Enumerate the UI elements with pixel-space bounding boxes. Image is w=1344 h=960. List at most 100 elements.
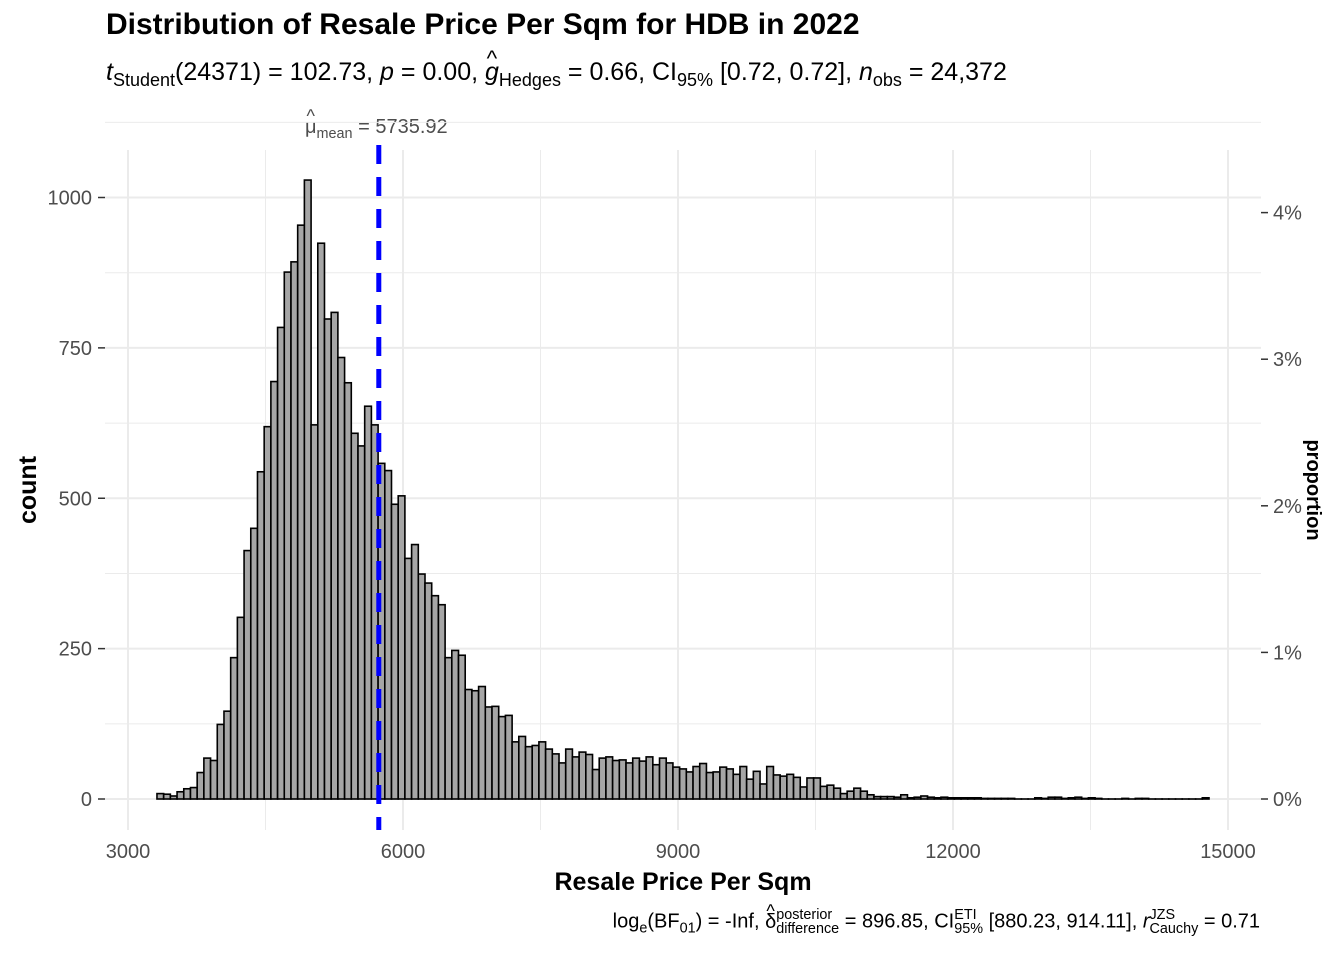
histogram-bar: [906, 796, 915, 800]
chart-subtitle: tStudent(24371) = 102.73, p = 0.00, gHed…: [106, 46, 1007, 91]
histogram-bar: [819, 785, 828, 800]
histogram-bar: [363, 405, 373, 800]
histogram-bar: [256, 470, 265, 800]
r-symbol: r: [1142, 910, 1150, 933]
histogram-bar: [732, 773, 741, 800]
histogram-bar: [591, 768, 601, 800]
log-sub: e: [639, 920, 648, 937]
histogram-bar: [337, 356, 346, 800]
histogram-bar: [397, 495, 406, 800]
g-value: = 0.66, CI: [560, 58, 677, 86]
histogram-bar: [424, 582, 433, 800]
mean-value: = 5735.92: [352, 116, 448, 138]
histogram-bar: [511, 741, 520, 800]
histogram-bar: [846, 790, 855, 800]
r-sub: Cauchy: [1149, 921, 1199, 938]
ci-value: [0.72, 0.72],: [713, 58, 859, 86]
histogram-bar: [953, 796, 962, 800]
histogram-bar: [571, 756, 580, 800]
histogram-bar: [1134, 797, 1143, 800]
bf-text: (BF: [647, 910, 680, 933]
histogram-bar: [189, 786, 198, 800]
histogram-bar: [477, 685, 487, 800]
histogram-bar: [471, 689, 480, 800]
histogram-bar: [404, 557, 413, 800]
histogram-bar: [223, 710, 232, 800]
histogram-bar: [203, 757, 212, 800]
r-value: = 0.71: [1198, 910, 1260, 933]
histogram-bar: [685, 771, 694, 800]
y-tick-label: 250: [59, 639, 92, 661]
histogram-bar: [1080, 797, 1090, 800]
histogram-bar: [544, 748, 554, 800]
histogram-bar: [578, 751, 587, 800]
histogram-bar: [564, 748, 574, 800]
histogram-bar: [658, 757, 668, 800]
histogram-bar: [719, 766, 728, 800]
histogram-bar: [156, 792, 165, 800]
histogram-bar: [987, 797, 996, 800]
histogram-bar: [169, 795, 178, 800]
x-tick-label: 12000: [925, 841, 981, 863]
histogram-bar: [437, 603, 446, 800]
log-text: log: [612, 910, 640, 933]
histogram-bar: [792, 776, 802, 800]
histogram-bar: [866, 793, 875, 800]
n-symbol: n: [858, 58, 873, 86]
histogram-bar: [383, 469, 393, 800]
histogram-bar: [799, 786, 808, 800]
histogram-bar: [243, 549, 252, 800]
y-tick-label: 500: [59, 488, 92, 510]
histogram-bar: [1087, 796, 1096, 800]
x-tick-label: 9000: [656, 841, 701, 863]
histogram-bar: [310, 424, 319, 800]
histogram-bar: [752, 770, 761, 800]
histogram-bar: [759, 783, 768, 800]
p-symbol: p: [380, 58, 394, 86]
histogram-bar: [933, 796, 942, 800]
histogram-bar: [410, 543, 420, 800]
histogram-bar: [497, 715, 507, 800]
histogram-bar: [558, 762, 567, 800]
histogram-bar: [296, 224, 306, 800]
bf-value: ) = -Inf,: [695, 910, 766, 933]
histogram-bar: [839, 792, 848, 800]
mean-label: μmean = 5735.92: [305, 106, 448, 142]
histogram-bar: [350, 432, 359, 800]
y2-tick-label: 3%: [1273, 349, 1302, 371]
histogram-bar: [812, 777, 822, 800]
histogram-bar: [491, 705, 500, 800]
histogram-bar: [316, 242, 326, 800]
axis-ticks: 3000 6000 9000 12000 15000 0 250 500 750 1000 0% 1%…: [48, 188, 1303, 864]
x-axis-label: Resale Price Per Sqm: [554, 868, 811, 896]
g-symbol: g: [485, 46, 499, 87]
y-tick-label: 1000: [48, 188, 93, 210]
histogram-bar: [1067, 796, 1076, 800]
histogram-bar: [598, 757, 607, 800]
histogram-bar: [430, 594, 440, 800]
histogram-bar: [1040, 797, 1049, 800]
histogram-bar: [1201, 796, 1210, 800]
histogram-bar: [531, 744, 540, 800]
histogram-bar: [692, 765, 701, 800]
x-tick-label: 3000: [106, 841, 151, 863]
chart-title: Distribution of Resale Price Per Sqm for…: [106, 8, 860, 41]
g-sub: Hedges: [498, 70, 561, 90]
histogram-bar: [631, 757, 641, 800]
histogram-bar: [538, 741, 547, 800]
histogram-bar: [638, 760, 647, 800]
histogram-bar: [290, 261, 299, 800]
histogram-bar: [913, 796, 922, 800]
histogram-bar: [826, 784, 835, 800]
n-sub: obs: [872, 70, 902, 90]
histogram-bar: [739, 765, 748, 800]
histogram-bar: [216, 723, 225, 800]
histogram-bar: [605, 756, 614, 800]
histogram-bar: [712, 771, 721, 800]
histogram-bar: [859, 790, 869, 800]
y2-tick-label: 0%: [1273, 789, 1302, 811]
histogram-bar: [886, 795, 895, 800]
t-value: (24371) = 102.73,: [175, 58, 381, 86]
y-axis-label: count: [14, 455, 42, 524]
